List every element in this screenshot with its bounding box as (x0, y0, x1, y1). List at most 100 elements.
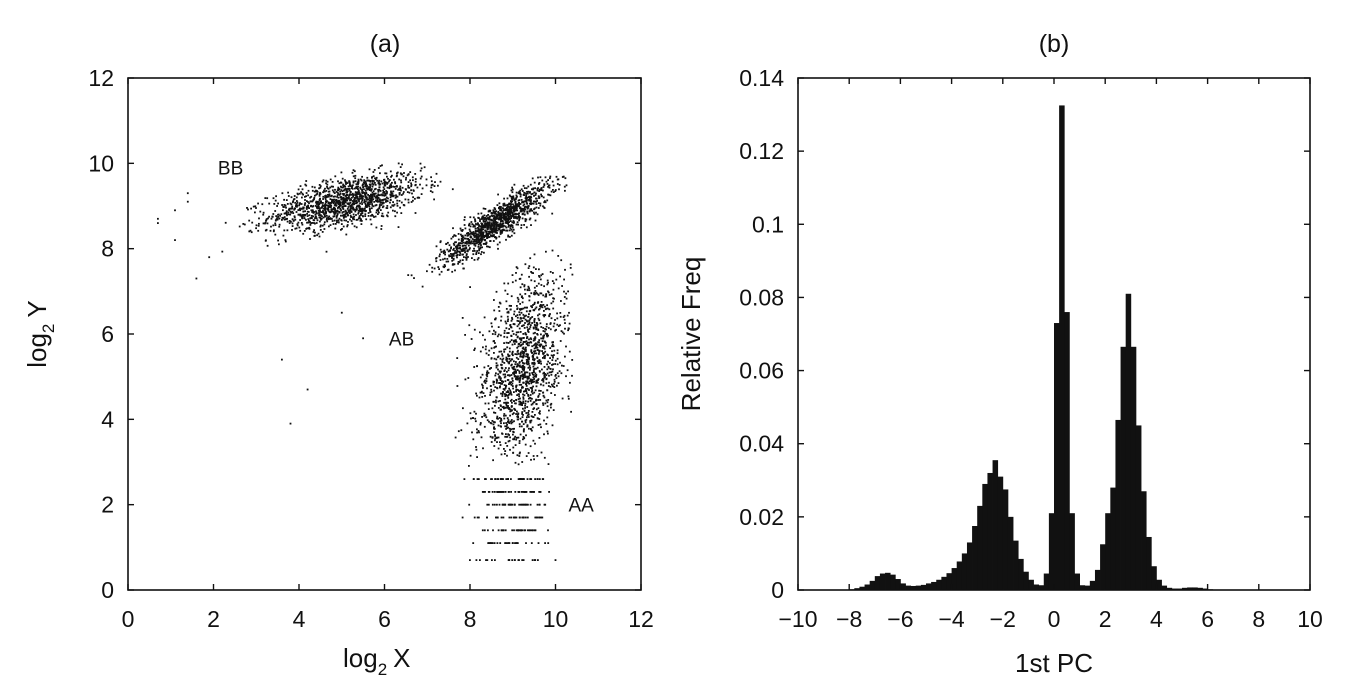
scatter-point (274, 224, 277, 226)
scatter-point (343, 214, 346, 216)
scatter-point (324, 209, 326, 212)
scatter-point (487, 226, 489, 229)
scatter-point (515, 333, 518, 336)
scatter-point (519, 309, 522, 311)
scatter-point (547, 281, 549, 284)
scatter-point (533, 291, 536, 294)
scatter-point (522, 396, 525, 399)
scatter-point (550, 190, 553, 193)
scatter-point (542, 304, 545, 306)
scatter-point (519, 390, 522, 393)
scatter-point (341, 211, 344, 214)
scatter-point (376, 179, 379, 182)
scatter-points (157, 162, 574, 561)
scatter-point (543, 376, 546, 379)
scatter-point (351, 205, 353, 207)
scatter-point (537, 394, 540, 397)
scatter-point (553, 386, 556, 388)
scatter-point (559, 275, 561, 278)
scatter-point (543, 184, 546, 187)
scatter-point (505, 322, 508, 325)
scatter-point (525, 392, 528, 394)
scatter-point (315, 189, 317, 192)
scatter-point (439, 259, 442, 261)
scatter-point (497, 424, 500, 427)
scatter-point (386, 186, 389, 189)
scatter-point (431, 191, 434, 194)
scatter-point (534, 442, 536, 445)
scatter-point (462, 267, 465, 270)
scatter-point (550, 373, 553, 376)
scatter-point (457, 243, 460, 246)
scatter-point (504, 425, 507, 428)
scatter-point (354, 209, 357, 211)
scatter-point (565, 184, 568, 187)
x-tick-label: −10 (778, 606, 817, 632)
scatter-point (533, 350, 535, 353)
scatter-point (296, 223, 299, 226)
scatter-point (495, 401, 497, 404)
scatter-point (358, 191, 361, 194)
scatter-point (505, 385, 507, 388)
scatter-point (475, 448, 478, 451)
scatter-point (525, 375, 527, 378)
scatter-point (535, 197, 538, 200)
scatter-point (430, 180, 433, 183)
scatter-point (473, 238, 476, 241)
scatter-point (484, 216, 487, 219)
scatter-point (435, 257, 438, 259)
scatter-point (475, 240, 478, 242)
scatter-point (349, 214, 352, 217)
scatter-point (514, 217, 517, 219)
scatter-point (538, 182, 541, 184)
histogram-bar (869, 580, 876, 590)
scatter-point (509, 430, 512, 432)
scatter-point (524, 529, 527, 532)
scatter-point (524, 491, 526, 493)
scatter-point (485, 217, 488, 220)
scatter-point (299, 209, 302, 212)
scatter-point (309, 200, 312, 203)
scatter-point (340, 181, 343, 184)
scatter-point (513, 217, 515, 219)
scatter-point (511, 196, 513, 198)
histogram-bar (1038, 585, 1045, 590)
scatter-point (327, 218, 330, 221)
scatter-point (532, 529, 534, 532)
scatter-point (531, 306, 533, 309)
scatter-point (518, 370, 521, 373)
scatter-point (533, 318, 536, 320)
scatter-point (322, 210, 324, 212)
scatter-point (518, 214, 520, 217)
scatter-point (495, 378, 498, 381)
panel-a-y-axis-label: log2Y (22, 300, 58, 368)
scatter-point (396, 174, 398, 177)
scatter-point (526, 192, 529, 195)
scatter-point (497, 210, 500, 213)
scatter-point (563, 296, 566, 298)
scatter-point (461, 229, 464, 231)
scatter-point (541, 273, 544, 275)
scatter-point (313, 229, 315, 231)
scatter-point (513, 198, 516, 201)
scatter-point (527, 344, 529, 347)
scatter-point (535, 408, 538, 411)
scatter-point (507, 211, 509, 214)
scatter-point (537, 424, 540, 426)
scatter-point (547, 179, 549, 181)
scatter-point (368, 199, 371, 202)
scatter-point (332, 195, 335, 198)
scatter-point (519, 203, 522, 205)
scatter-point (523, 324, 525, 327)
scatter-point (521, 461, 524, 463)
scatter-point (518, 381, 521, 383)
scatter-point (508, 215, 511, 218)
scatter-point (248, 219, 251, 222)
scatter-point (507, 332, 510, 334)
scatter-point (510, 203, 512, 206)
scatter-point (340, 228, 342, 231)
scatter-point (536, 356, 538, 359)
scatter-point (546, 363, 548, 366)
scatter-point (568, 350, 571, 353)
scatter-point (536, 322, 538, 325)
